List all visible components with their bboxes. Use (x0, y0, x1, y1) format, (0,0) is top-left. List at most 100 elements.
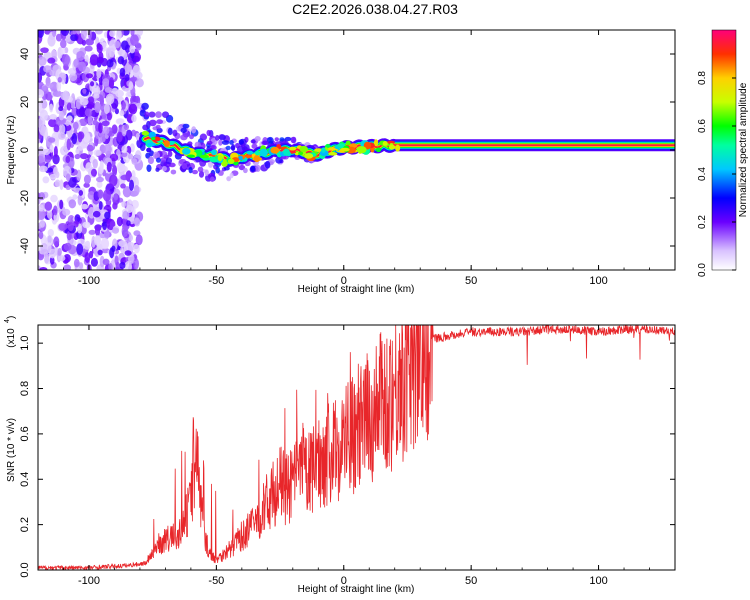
spectrogram-halo-cell (155, 124, 161, 130)
spectrogram-noise-cell (63, 242, 72, 251)
spectrogram-halo-cell (161, 165, 167, 172)
spectrogram-noise-cell (65, 120, 70, 127)
spectrogram-noise-cell (55, 33, 62, 42)
spectrogram-halo-cell (146, 147, 152, 153)
spectrogram-noise-cell (121, 200, 126, 208)
spectrogram-halo-cell (167, 150, 173, 157)
spectrogram-halo-cell (152, 151, 160, 160)
spectrogram-halo-cell (284, 136, 292, 142)
spectrogram-y-tick-label: 20 (19, 96, 31, 108)
spectrogram-noise-cell (103, 144, 112, 155)
spectrogram-noise-cell (92, 158, 98, 169)
spectrogram-noise-cell (105, 93, 115, 105)
spectrogram-ridge-cell (283, 148, 290, 156)
spectrogram-noise-cell (41, 85, 49, 92)
spectrogram-x-tick-label: 50 (465, 275, 477, 287)
spectrogram-noise-cell (70, 34, 78, 42)
spectrogram-noise-cell (104, 87, 113, 94)
spectrogram-halo-cell (229, 172, 234, 179)
spectrogram-noise-cell (131, 114, 137, 123)
spectrogram-halo-cell (274, 137, 279, 142)
spectrogram-ridge-cell (373, 139, 379, 147)
spectrogram-ridge-cell (211, 149, 217, 156)
spectrogram-noise-cell (113, 193, 119, 201)
colorbar-label: Normalized spectral amplitude (738, 82, 749, 217)
spectrogram-noise-cell (57, 255, 66, 262)
spectrogram-halo-cell (250, 139, 256, 144)
spectrogram-noise-cell (94, 224, 101, 237)
spectrogram-noise-cell (122, 186, 132, 198)
spectrogram-noise-cell (38, 101, 43, 112)
spectrogram-halo-cell (156, 119, 164, 125)
spectrogram-halo-cell (191, 126, 197, 134)
spectrogram-noise-cell (117, 56, 125, 65)
spectrogram-noise-cell (135, 42, 142, 51)
spectrogram-noise-cell (111, 124, 118, 135)
spectrogram-noise-cell (38, 231, 44, 240)
spectrogram-halo-cell (198, 171, 205, 178)
spectrogram-noise-cell (95, 176, 104, 183)
snr-panel: -100 -50 0 50 100 0.0 0.2 0.4 0.6 0.8 1.0 Height … (4, 316, 676, 595)
spectrogram-noise-cell (42, 148, 51, 156)
spectrogram-noise-cell (68, 199, 77, 209)
spectrogram-noise-cell (121, 30, 130, 36)
spectrogram-noise-cell (38, 204, 44, 212)
spectrogram-noise-cell (109, 153, 119, 162)
spectrogram-ridge-cell (356, 146, 367, 154)
snr-frame (37, 324, 676, 571)
spectrogram-noise-cell (111, 245, 116, 253)
spectrogram-ridge-cell (238, 155, 243, 161)
spectrogram-halo-cell (279, 137, 285, 142)
spectrogram-ridge-cell (186, 154, 195, 158)
spectrogram-noise-cell (108, 47, 115, 58)
spectrogram-x-tick-label: 0 (341, 275, 347, 287)
spectrogram-noise-cell (53, 124, 60, 133)
spectrogram-noise-cell (44, 154, 52, 163)
spectrogram-noise-cell (106, 112, 112, 121)
spectrogram-noise-cell (132, 64, 141, 77)
spectrogram-halo-cell (215, 134, 220, 141)
spectrogram-noise-cell (102, 221, 107, 231)
spectrogram-ridge-cell (217, 154, 223, 162)
spectrogram-noise-cell (53, 236, 60, 247)
spectrogram-ridge-cell (294, 151, 300, 156)
spectrogram-ridge-cell (382, 141, 388, 146)
spectrogram-y-tick-label: -20 (19, 190, 31, 206)
spectrogram-halo-cell (255, 164, 261, 173)
snr-y-tick-label: 0.8 (19, 381, 31, 396)
spectrogram-x-label: Height of straight line (km) (298, 284, 415, 295)
spectrogram-noise-cell (45, 235, 53, 246)
spectrogram-noise-cell (92, 85, 101, 97)
spectrogram-noise-cell (106, 59, 114, 68)
spectrogram-ridge-cell (270, 146, 280, 154)
spectrogram-noise-cell (44, 201, 53, 211)
spectrogram-noise-cell (121, 40, 129, 51)
spectrogram-ridge-cell (321, 147, 326, 153)
spectrogram-noise-cell (74, 214, 81, 223)
spectrogram-ridge-cell (259, 148, 268, 157)
spectrogram-noise-cell (74, 153, 81, 160)
spectrogram-noise-cell (66, 115, 73, 122)
spectrogram-noise-cell (116, 216, 123, 227)
snr-x-tick-label: -50 (208, 575, 224, 587)
spectrogram-noise-cell (76, 243, 84, 255)
spectrogram-halo-cell (162, 111, 170, 118)
spectrogram-noise-cell (90, 257, 98, 267)
spectrogram-noise-cell (49, 248, 57, 259)
spectrogram-noise-cell (99, 255, 105, 268)
spectrogram-noise-cell (82, 221, 91, 229)
spectrogram-noise-cell (114, 108, 119, 115)
spectrogram-x-tick-label: -100 (78, 275, 100, 287)
spectrogram-noise-cell (54, 179, 61, 187)
spectrogram-noise-cell (84, 45, 93, 52)
spectrogram-halo-cell (180, 134, 188, 141)
spectrogram-noise-cell (116, 118, 124, 124)
spectrogram-noise-cell (119, 110, 125, 117)
spectrogram-noise-cell (96, 181, 103, 188)
spectrogram-noise-cell (89, 63, 95, 73)
spectrogram-noise-cell (53, 145, 58, 158)
spectrogram-halo-cell (144, 111, 150, 117)
spectrogram-noise-cell (71, 133, 78, 145)
spectrogram-ridge-cell (289, 146, 297, 151)
colorbar-tick-label: 0.0 (697, 263, 708, 277)
